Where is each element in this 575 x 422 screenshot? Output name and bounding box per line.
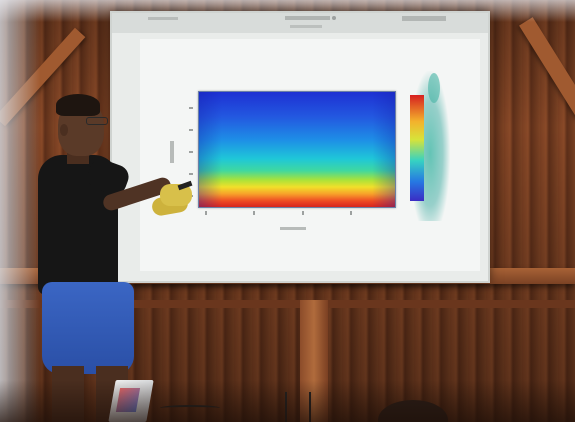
projected-x-tick bbox=[350, 211, 352, 215]
projected-y-tick bbox=[189, 107, 193, 109]
projected-y-tick bbox=[189, 173, 193, 175]
presenter-hand bbox=[160, 184, 192, 206]
screen-border bbox=[110, 11, 490, 283]
presenter-ear bbox=[60, 124, 68, 136]
projected-x-tick bbox=[205, 211, 207, 215]
window-light bbox=[0, 0, 40, 422]
presenter-shorts bbox=[42, 282, 134, 374]
projected-y-tick bbox=[189, 151, 193, 153]
projected-app-name bbox=[148, 17, 178, 20]
projected-y-axis-label bbox=[170, 141, 174, 163]
projected-colorbar bbox=[410, 95, 424, 201]
projected-window-titlebar bbox=[110, 11, 490, 33]
projected-x-tick bbox=[302, 211, 304, 215]
presenter-hair bbox=[56, 94, 100, 116]
projected-x-axis-label bbox=[280, 227, 306, 230]
projected-heatmap bbox=[198, 91, 396, 208]
floor-shadow bbox=[0, 380, 575, 422]
projected-window-title bbox=[290, 25, 322, 28]
projected-x-tick bbox=[253, 211, 255, 215]
projected-density-plot-top bbox=[428, 73, 440, 103]
projected-y-tick bbox=[189, 129, 193, 131]
wall-rail-lower bbox=[0, 300, 575, 308]
projected-window-clock bbox=[285, 16, 330, 20]
presenter-glasses bbox=[86, 117, 108, 125]
projected-status-dot bbox=[332, 16, 336, 20]
projection-screen bbox=[110, 11, 490, 283]
projected-tray-icons bbox=[402, 16, 446, 21]
projected-heatmap-frame bbox=[198, 91, 396, 208]
